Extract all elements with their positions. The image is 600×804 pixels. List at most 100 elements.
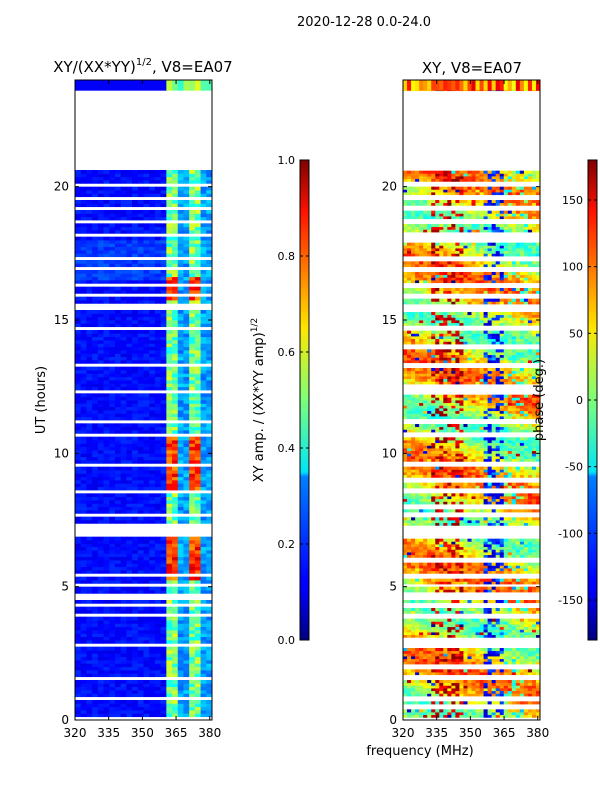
phase-cell (520, 501, 524, 504)
phase-cell (451, 568, 455, 571)
amplitude-cell (92, 340, 98, 344)
phase-cell (455, 632, 459, 635)
amplitude-cell (75, 393, 81, 397)
amplitude-cell (75, 383, 81, 387)
phase-cell (455, 509, 459, 512)
amplitude-cell (155, 453, 161, 457)
amplitude-cell (109, 540, 115, 544)
phase-cell (528, 683, 532, 686)
amplitude-cell (121, 210, 127, 214)
phase-cell (443, 709, 447, 712)
amplitude-cell (195, 660, 201, 664)
phase-cell (492, 661, 496, 664)
amplitude-cell (75, 670, 81, 674)
amplitude-cell (115, 243, 121, 247)
phase-cell (508, 712, 512, 715)
amplitude-cell (92, 400, 98, 404)
phase-cell (488, 509, 492, 512)
amplitude-cell (161, 650, 167, 654)
phase-cell (459, 547, 463, 550)
phase-cell (403, 688, 407, 691)
amplitude-cell (155, 500, 161, 504)
amplitude-cell (86, 260, 92, 264)
phase-cell (411, 589, 415, 592)
amplitude-cell (201, 217, 207, 221)
amplitude-cell (149, 380, 155, 384)
phase-cell (407, 579, 411, 582)
amplitude-cell (81, 333, 87, 337)
amplitude-cell (172, 563, 178, 567)
amplitude-cell (172, 227, 178, 231)
phase-cell (492, 600, 496, 603)
amplitude-cell (86, 320, 92, 324)
phase-cell (472, 669, 476, 672)
phase-cell (419, 691, 423, 694)
phase-cell (403, 648, 407, 651)
amplitude-cell (201, 170, 207, 174)
amplitude-cell (172, 247, 178, 251)
phase-cell (423, 565, 427, 568)
amplitude-cell (104, 553, 110, 557)
amplitude-cell (115, 517, 121, 521)
amplitude-cell (195, 507, 201, 511)
phase-cell (423, 632, 427, 635)
amplitude-cell (206, 210, 212, 214)
phase-cell (500, 624, 504, 627)
phase-cell (451, 680, 455, 683)
amplitude-cell (149, 453, 155, 457)
amplitude-cell (132, 193, 138, 197)
amplitude-cell (178, 510, 184, 514)
amplitude-cell (81, 250, 87, 254)
amplitude-cell (126, 367, 132, 371)
phase-cell (451, 669, 455, 672)
amplitude-cell (81, 190, 87, 194)
phase-cell (447, 581, 451, 584)
phase-cell (419, 629, 423, 632)
amplitude-cell (144, 567, 150, 571)
amplitude-cell (183, 310, 189, 314)
amplitude-cell (121, 673, 127, 677)
amplitude-cell (121, 343, 127, 347)
amplitude-cell (166, 503, 172, 507)
amplitude-cell (86, 587, 92, 591)
amplitude-cell (155, 477, 161, 481)
amplitude-cell (166, 287, 172, 291)
amplitude-cell (189, 290, 195, 294)
amplitude-cell (149, 187, 155, 191)
amplitude-cell (138, 410, 144, 414)
amplitude-cell (98, 690, 104, 694)
amplitude-cell (138, 650, 144, 654)
amplitude-cell (86, 450, 92, 454)
amplitude-cell (81, 537, 87, 541)
amplitude-cell (86, 510, 92, 514)
amplitude-cell (183, 563, 189, 567)
amplitude-cell (75, 403, 81, 407)
amplitude-cell (206, 610, 212, 614)
phase-cell (411, 496, 415, 499)
amplitude-cell (178, 507, 184, 511)
phase-cell (411, 523, 415, 526)
phase-cell (488, 587, 492, 590)
amplitude-cell (195, 403, 201, 407)
phase-cell (447, 619, 451, 622)
amplitude-cell (132, 223, 138, 227)
phase-cell (532, 619, 536, 622)
amplitude-cell (104, 260, 110, 264)
amplitude-cell (115, 410, 121, 414)
amplitude-cell (155, 263, 161, 267)
phase-cell (484, 611, 488, 614)
amplitude-cell (98, 417, 104, 421)
phase-cell (419, 555, 423, 558)
amplitude-cell (138, 383, 144, 387)
amplitude-cell (121, 477, 127, 481)
amplitude-cell (115, 470, 121, 474)
amplitude-cell (104, 170, 110, 174)
phase-cell (512, 541, 516, 544)
amplitude-cell (195, 607, 201, 611)
amplitude-cell (115, 270, 121, 274)
amplitude-cell (126, 607, 132, 611)
amplitude-cell (144, 290, 150, 294)
amplitude-cell (206, 400, 212, 404)
amplitude-cell (98, 343, 104, 347)
amplitude-cell (149, 210, 155, 214)
